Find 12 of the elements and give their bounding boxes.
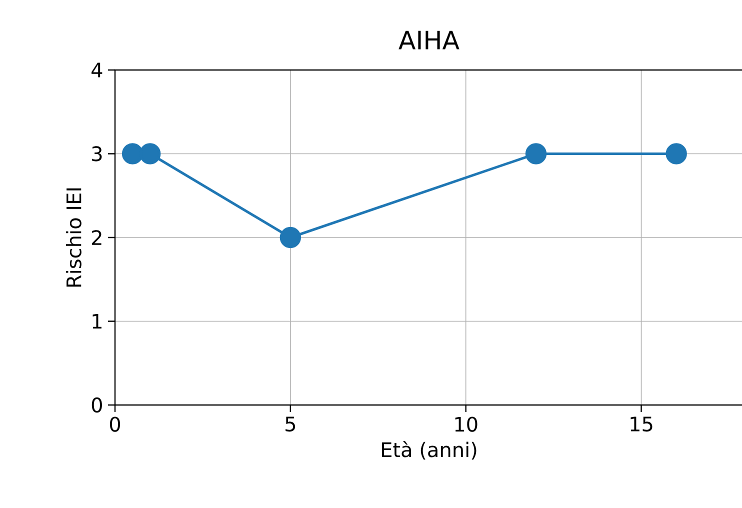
y-tick-label: 1 [92, 314, 102, 329]
y-tick-label: 0 [92, 397, 102, 413]
x-tick-label: 5 [286, 416, 296, 432]
x-tick-label: 15 [630, 416, 652, 432]
x-axis-title: Età (anni) [382, 440, 476, 460]
x-tick-label: 0 [110, 416, 120, 432]
y-axis-title: Rischio IEI [66, 188, 82, 287]
chart-title: AIHA [398, 30, 460, 50]
y-tick-label: 3 [92, 146, 102, 162]
y-tick-label: 2 [92, 230, 102, 245]
x-tick-label: 10 [455, 416, 478, 432]
y-tick-label: 4 [92, 62, 102, 78]
